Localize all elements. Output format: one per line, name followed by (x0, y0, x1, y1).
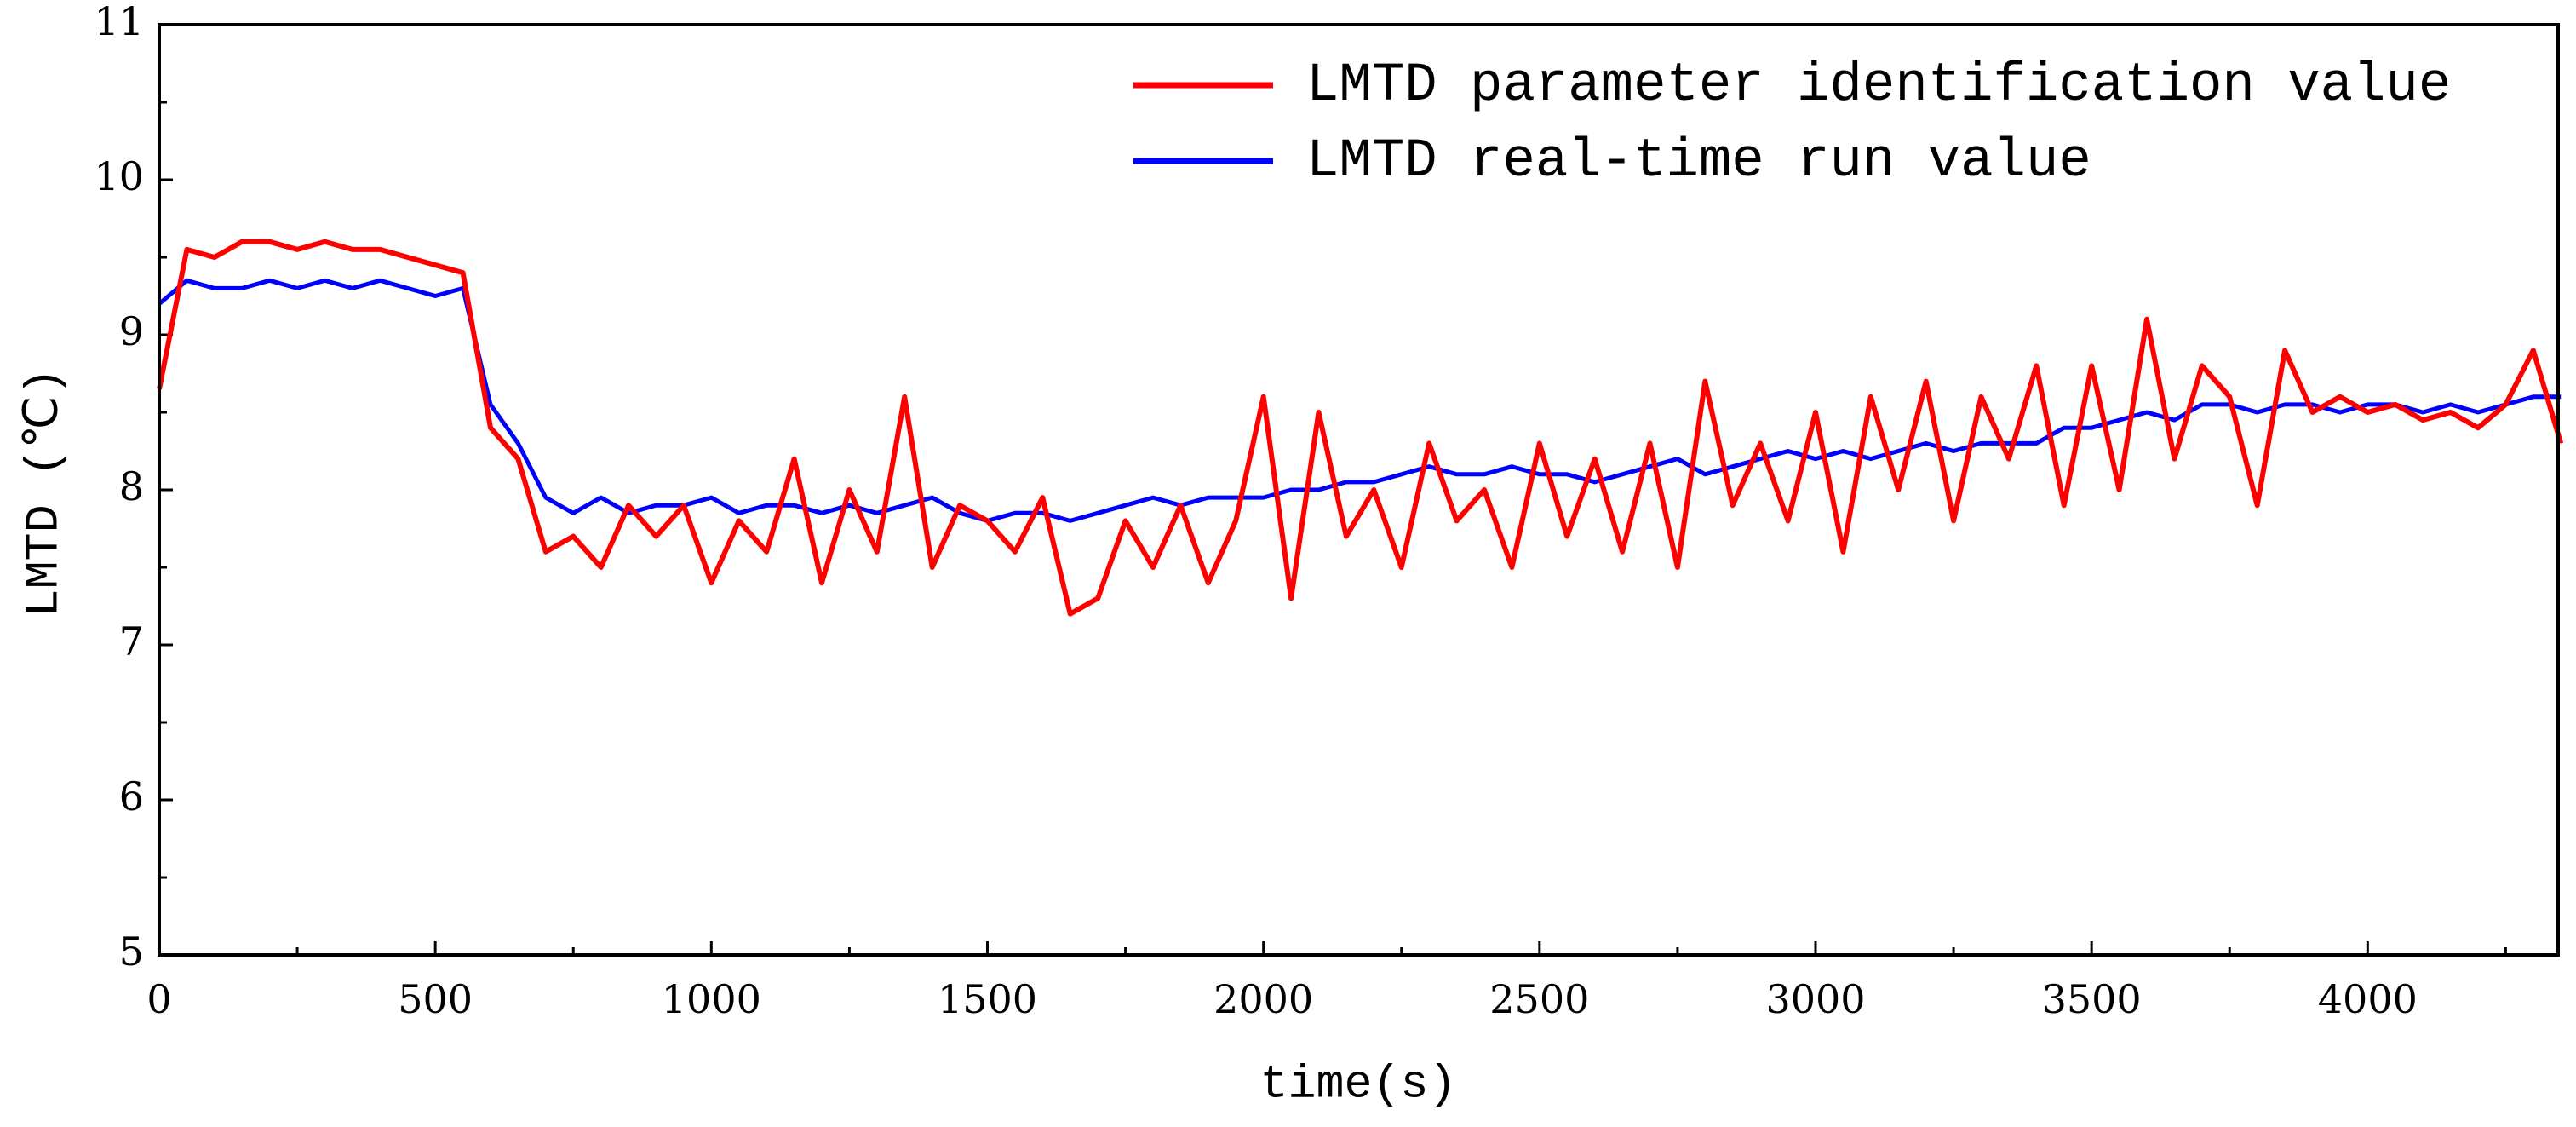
y-tick-label: 6 (119, 773, 144, 819)
x-tick-label: 500 (398, 976, 473, 1022)
y-axis-title: LMTD (℃) (18, 368, 72, 618)
y-tick-label: 8 (119, 463, 144, 509)
line-series (158, 278, 2562, 523)
y-tick-label: 11 (94, 0, 144, 44)
y-tick-label: 7 (119, 618, 144, 664)
x-tick-label: 1000 (662, 976, 761, 1022)
plot-frame (158, 23, 2560, 957)
x-tick-label: 2000 (1213, 976, 1313, 1022)
x-axis-title: time(s) (1259, 1058, 1456, 1112)
y-tick-label: 10 (94, 153, 144, 199)
y-tick-label: 5 (119, 929, 144, 975)
x-tick-label: 3500 (2042, 976, 2142, 1022)
x-tick-label: 0 (146, 976, 171, 1022)
x-tick-label: 4000 (2318, 976, 2418, 1022)
x-tick-label: 1500 (938, 976, 1037, 1022)
legend-label: LMTD real-time run value (1306, 131, 2091, 193)
line-series (157, 239, 2564, 617)
x-tick-label: 2500 (1489, 976, 1589, 1022)
x-tick-label: 3000 (1765, 976, 1865, 1022)
legend-label: LMTD parameter identification value (1306, 55, 2451, 117)
y-tick-label: 9 (119, 308, 144, 354)
